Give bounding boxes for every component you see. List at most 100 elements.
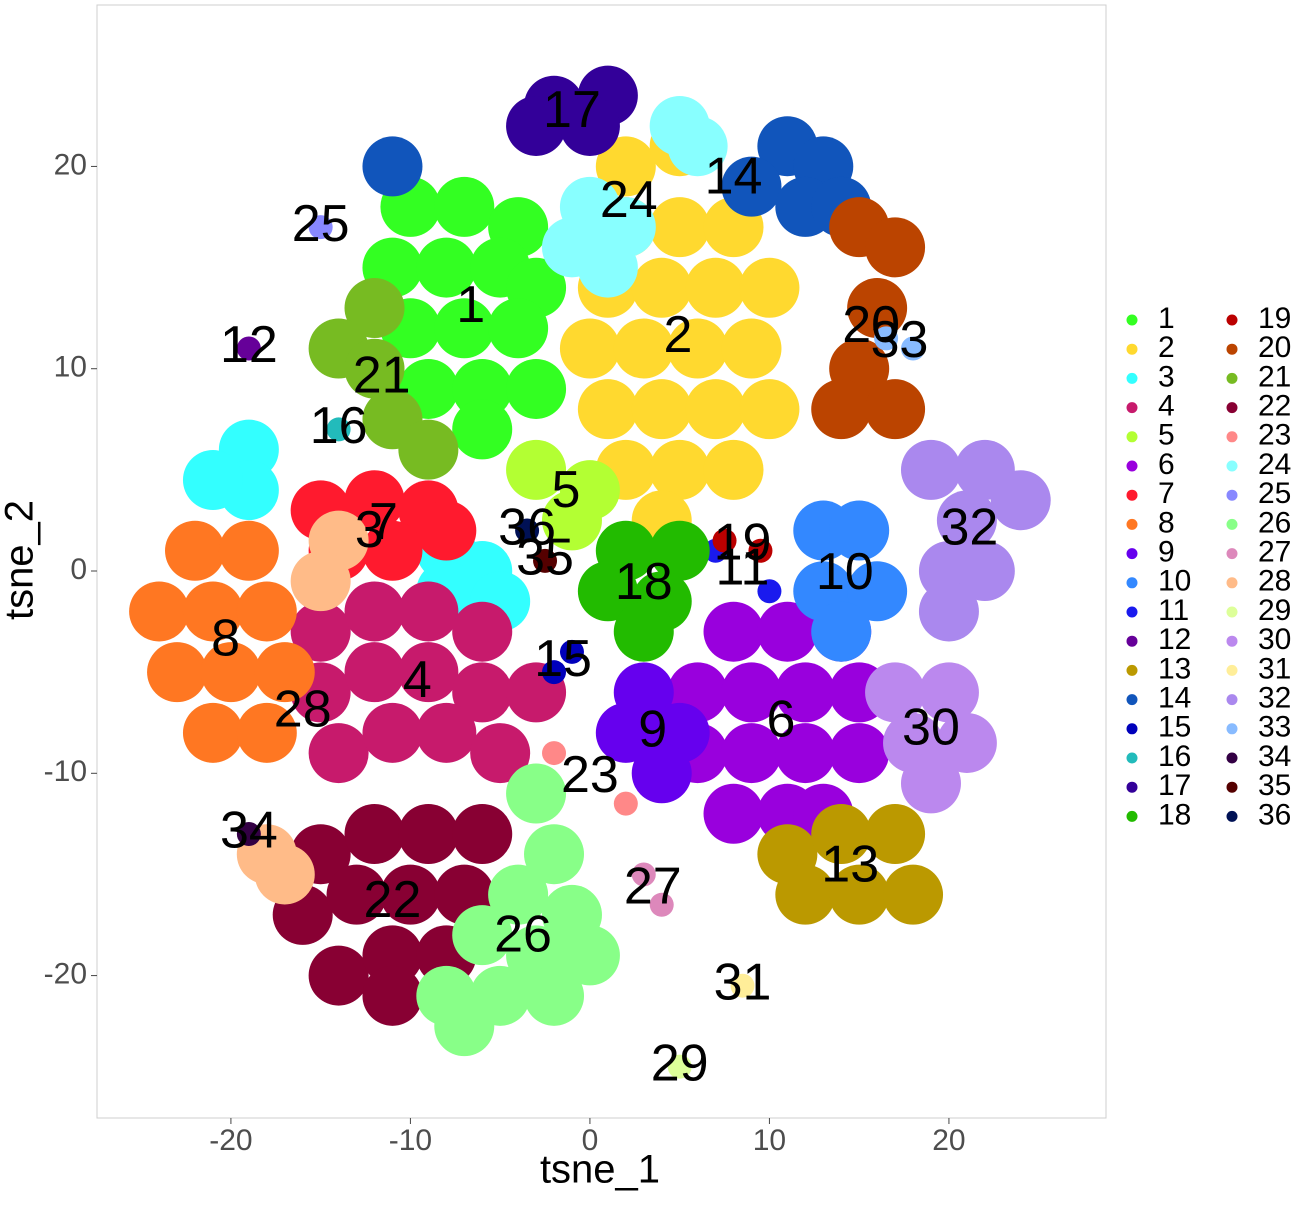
point [344, 278, 405, 339]
point [524, 824, 585, 885]
point [649, 197, 710, 258]
legend-swatch [1226, 314, 1238, 326]
y-tick-label: 0 [70, 553, 87, 586]
point [290, 601, 351, 662]
point [452, 601, 513, 662]
cluster-label: 9 [638, 701, 667, 759]
point [542, 741, 567, 766]
legend-label: 3 [1158, 360, 1175, 393]
point [129, 581, 190, 642]
legend-label: 8 [1158, 506, 1175, 539]
legend-swatch [1126, 489, 1138, 501]
legend-swatch [1126, 752, 1138, 764]
legend-swatch [1226, 635, 1238, 647]
point [452, 803, 513, 864]
cluster-label: 23 [561, 746, 619, 804]
point [901, 336, 926, 361]
x-tick-label: 10 [753, 1124, 786, 1157]
point [344, 338, 405, 399]
point [559, 925, 620, 986]
legend-label: 16 [1158, 740, 1191, 773]
legend-swatch [1126, 635, 1138, 647]
point [488, 298, 549, 359]
cluster-label: 14 [705, 148, 763, 206]
legend-swatch [1126, 577, 1138, 589]
y-tick-label: 10 [54, 351, 87, 384]
point [434, 298, 495, 359]
point [182, 449, 243, 510]
point [954, 541, 1015, 602]
x-tick-label: 0 [582, 1124, 599, 1157]
legend-swatch [1126, 723, 1138, 735]
point [865, 217, 926, 278]
point [533, 548, 558, 573]
point [613, 601, 674, 662]
x-tick-label: -10 [389, 1124, 432, 1157]
legend-swatch [1226, 402, 1238, 414]
cluster-label: 2 [664, 306, 693, 364]
point [344, 470, 405, 531]
point [290, 551, 351, 612]
cluster-labels: 1234567891011121314151617181920212223242… [211, 81, 998, 1092]
point [577, 379, 638, 440]
point [254, 844, 315, 905]
legend-swatch [1226, 606, 1238, 618]
legend-label: 13 [1158, 652, 1191, 685]
point [649, 520, 710, 581]
point [434, 996, 495, 1057]
point [595, 136, 656, 197]
point [308, 723, 369, 784]
point [613, 791, 638, 816]
point [739, 379, 800, 440]
point [434, 176, 495, 237]
point [524, 965, 585, 1026]
point [326, 417, 351, 442]
point [721, 318, 782, 379]
legend-label: 29 [1258, 594, 1291, 627]
legend-label: 28 [1258, 565, 1291, 598]
point [541, 490, 602, 551]
point [416, 500, 477, 561]
y-tick-label: -20 [44, 958, 87, 991]
point [829, 723, 890, 784]
legend-label: 27 [1258, 536, 1291, 569]
legend-label: 5 [1158, 419, 1175, 452]
legend-label: 26 [1258, 506, 1291, 539]
cluster-label: 24 [600, 171, 658, 229]
legend-label: 34 [1258, 740, 1291, 773]
point [542, 660, 567, 685]
point [165, 520, 226, 581]
legend-swatch [1126, 810, 1138, 822]
legend-swatch [1126, 548, 1138, 560]
legend-label: 9 [1158, 536, 1175, 569]
point [362, 136, 423, 197]
point [685, 257, 746, 318]
y-axis-title: tsne_2 [0, 500, 42, 620]
x-tick-label: 20 [932, 1124, 965, 1157]
point [703, 601, 764, 662]
point [631, 379, 692, 440]
cluster-label: 21 [353, 347, 411, 405]
legend-label: 15 [1158, 711, 1191, 744]
cluster-label: 5 [552, 461, 581, 519]
legend-label: 33 [1258, 711, 1291, 744]
point [470, 723, 531, 784]
point [398, 581, 459, 642]
point [936, 712, 997, 773]
cluster-label: 6 [767, 690, 796, 748]
cluster-label: 36 [498, 498, 556, 556]
point [362, 520, 423, 581]
cluster-label: 4 [403, 651, 432, 709]
points-layer [129, 65, 1051, 1079]
point [721, 662, 782, 723]
point [613, 318, 674, 379]
point [667, 116, 728, 177]
legend-label: 7 [1158, 477, 1175, 510]
cluster-label: 12 [220, 316, 278, 374]
legend-swatch [1126, 518, 1138, 530]
legend-label: 31 [1258, 652, 1291, 685]
legend-swatch [1226, 723, 1238, 735]
point [380, 864, 441, 925]
point [416, 237, 477, 298]
